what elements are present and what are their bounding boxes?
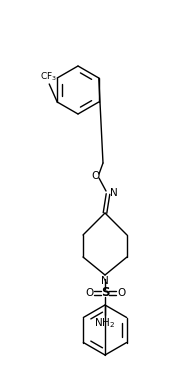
Text: N: N (101, 276, 109, 286)
Text: S: S (101, 287, 109, 300)
Text: N: N (110, 188, 118, 198)
Text: CF$_3$: CF$_3$ (40, 70, 57, 83)
Text: O: O (92, 171, 100, 181)
Text: O: O (85, 288, 93, 298)
Text: O: O (117, 288, 125, 298)
Text: NH$_2$: NH$_2$ (94, 316, 116, 330)
